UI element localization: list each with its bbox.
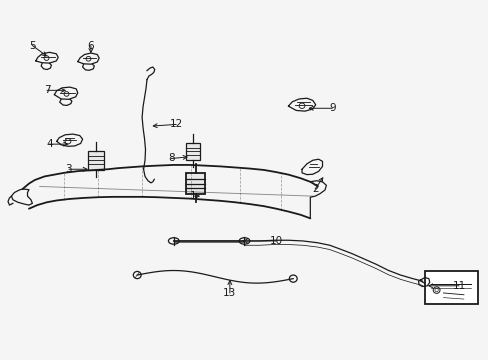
Text: 11: 11 [451,281,465,291]
Text: 9: 9 [328,103,335,113]
Text: 2: 2 [311,184,318,194]
Text: 4: 4 [46,139,53,149]
Text: 8: 8 [168,153,174,163]
Text: 1: 1 [190,191,196,201]
Bar [424,271,477,304]
Bar [88,151,103,170]
Text: 12: 12 [169,120,183,129]
Bar [186,173,204,194]
Text: 10: 10 [269,236,282,246]
Text: 6: 6 [87,41,94,50]
Text: 3: 3 [65,164,72,174]
Bar [186,143,200,160]
Text: 7: 7 [43,85,50,95]
Text: 5: 5 [29,41,36,50]
Text: 13: 13 [223,288,236,298]
